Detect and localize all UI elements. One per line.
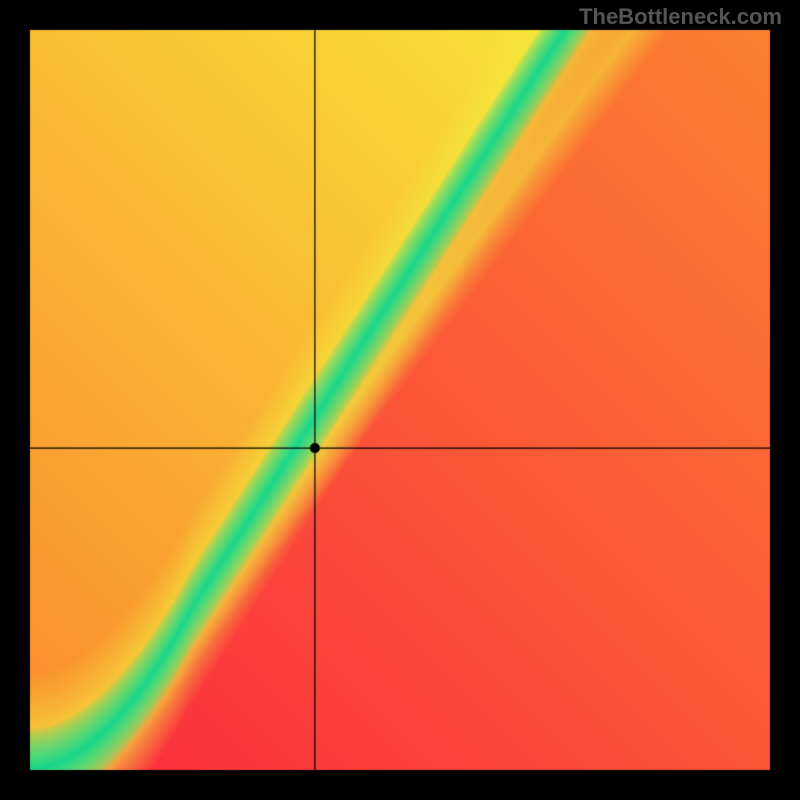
watermark-text: TheBottleneck.com [579,4,782,30]
bottleneck-heatmap [0,0,800,800]
chart-container: TheBottleneck.com [0,0,800,800]
